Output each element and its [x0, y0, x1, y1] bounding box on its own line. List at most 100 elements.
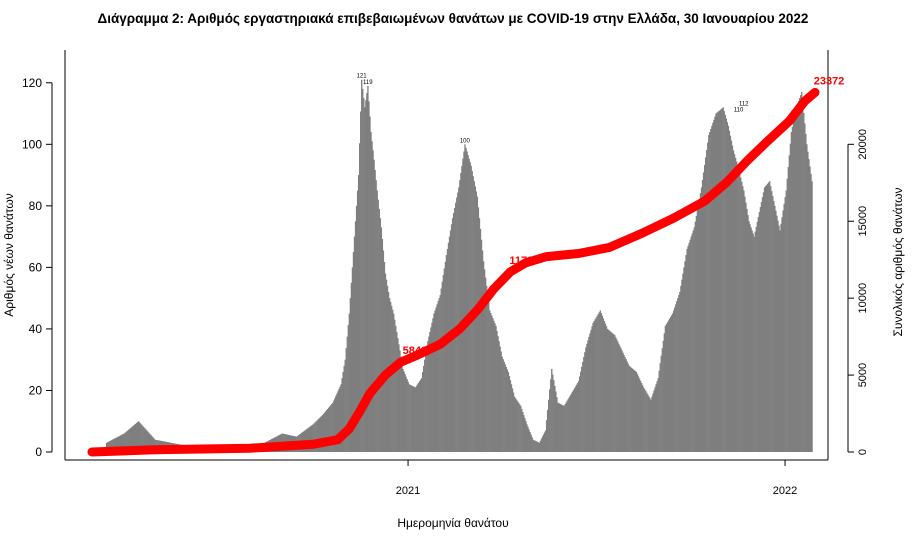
bar	[370, 132, 372, 452]
bar	[714, 116, 716, 452]
bar	[781, 217, 783, 452]
bar	[529, 432, 531, 452]
bar	[603, 321, 606, 452]
bar	[675, 304, 677, 452]
bar	[572, 390, 575, 452]
bar	[392, 309, 394, 452]
bar	[501, 356, 503, 452]
bar	[120, 435, 122, 452]
bar	[409, 384, 411, 452]
bar	[752, 233, 754, 452]
bar	[643, 387, 645, 452]
bar	[779, 230, 781, 452]
bar	[761, 197, 764, 452]
bar	[152, 437, 154, 452]
bar	[317, 419, 320, 452]
bar	[678, 295, 680, 452]
bar	[616, 339, 618, 452]
bar	[495, 325, 497, 452]
bar	[395, 325, 397, 452]
bar	[469, 162, 471, 452]
bar	[756, 221, 758, 452]
bar	[738, 168, 740, 452]
bar	[376, 190, 378, 452]
bar	[664, 325, 667, 452]
bar	[700, 187, 703, 452]
bar	[404, 374, 406, 452]
bar	[345, 348, 347, 452]
bar	[586, 343, 588, 452]
bar	[754, 231, 756, 452]
bar	[415, 385, 418, 452]
bar	[497, 336, 499, 452]
bar	[329, 406, 331, 452]
bar	[691, 233, 693, 452]
cumulative-deaths-line	[87, 87, 820, 457]
bar	[557, 402, 559, 452]
bar	[136, 422, 139, 452]
bar	[142, 425, 144, 452]
bar	[680, 285, 682, 452]
bar	[447, 242, 450, 452]
bar	[628, 365, 630, 452]
daily-deaths-bars	[105, 79, 813, 453]
bar	[567, 398, 569, 452]
bar	[553, 380, 555, 452]
bar	[325, 410, 328, 452]
bar	[456, 197, 458, 452]
bar	[348, 313, 350, 452]
bar	[431, 322, 433, 452]
cumulative-label: 23372	[814, 75, 845, 87]
bar	[772, 196, 774, 452]
bar	[118, 436, 120, 452]
bar	[133, 424, 136, 452]
bar	[361, 79, 363, 452]
bar	[636, 374, 639, 452]
bar	[113, 438, 115, 452]
y-tick-label: 60	[29, 260, 43, 274]
y-tick-label: 80	[29, 199, 43, 213]
bar	[507, 372, 510, 452]
bar	[393, 313, 395, 452]
bar	[742, 186, 744, 452]
bar	[424, 359, 426, 452]
bar	[323, 412, 326, 452]
bar	[686, 248, 688, 452]
bar	[412, 386, 415, 452]
bar	[394, 319, 396, 452]
bar	[460, 173, 462, 452]
bar	[510, 384, 513, 452]
bar	[539, 440, 542, 452]
bar	[697, 204, 700, 452]
bar	[619, 346, 621, 452]
bar	[320, 416, 323, 452]
bar	[479, 228, 482, 452]
bar	[693, 227, 695, 452]
y-tick-label: 20	[29, 383, 43, 397]
bar	[146, 430, 148, 452]
bar	[792, 122, 795, 453]
bar	[605, 326, 608, 452]
bar	[316, 420, 318, 452]
bar	[602, 318, 605, 452]
bar	[334, 398, 336, 452]
bar	[481, 250, 484, 452]
bar	[657, 378, 659, 452]
bar	[551, 368, 553, 452]
bar	[665, 324, 668, 452]
bar	[573, 388, 576, 452]
bar	[730, 140, 733, 452]
bar	[347, 325, 349, 452]
bar	[355, 205, 358, 452]
bar	[574, 386, 577, 452]
bar	[443, 268, 446, 452]
bar	[630, 367, 632, 452]
bar	[632, 369, 635, 452]
bar	[806, 144, 808, 453]
bar	[440, 288, 442, 452]
bar	[438, 298, 440, 452]
bar	[607, 329, 610, 452]
bar	[342, 372, 344, 452]
bar	[568, 397, 570, 452]
